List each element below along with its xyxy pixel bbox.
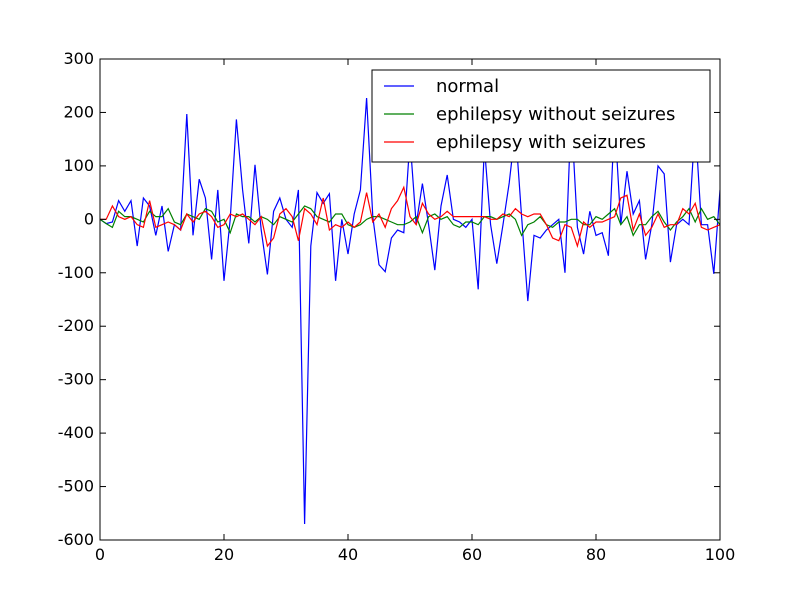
series-line-2 [100, 185, 720, 249]
legend-box [371, 69, 711, 163]
axes-layer: 0 20 40 60 80 100 -600 -500 -400 -300 -200 -100 0 100… [58, 49, 736, 564]
y-tick-label: 300 [63, 49, 94, 68]
y-tick-label: -400 [58, 423, 94, 442]
y-tick-label: -500 [58, 477, 94, 496]
y-tick-label: -200 [58, 316, 94, 335]
legend-label-0: normal [436, 76, 499, 97]
y-tick-label: 100 [63, 156, 94, 175]
x-tick-label: 0 [95, 545, 105, 564]
x-tick-label: 20 [214, 545, 234, 564]
y-tick-label: -600 [58, 530, 94, 549]
legend-label-2: ephilepsy with seizures [436, 132, 646, 153]
y-tick-label: -300 [58, 370, 94, 389]
x-tick-label: 40 [338, 545, 358, 564]
legend: normal ephilepsy without seizures ephileps… [371, 69, 711, 163]
legend-label-1: ephilepsy without seizures [436, 104, 675, 125]
x-tick-label: 100 [705, 545, 736, 564]
y-tick-label: 200 [63, 102, 94, 121]
y-tick-label: 0 [84, 209, 94, 228]
y-tick-label: -100 [58, 263, 94, 282]
x-tick-label: 80 [586, 545, 606, 564]
plot-frame [99, 58, 721, 541]
x-tick-label: 60 [462, 545, 482, 564]
